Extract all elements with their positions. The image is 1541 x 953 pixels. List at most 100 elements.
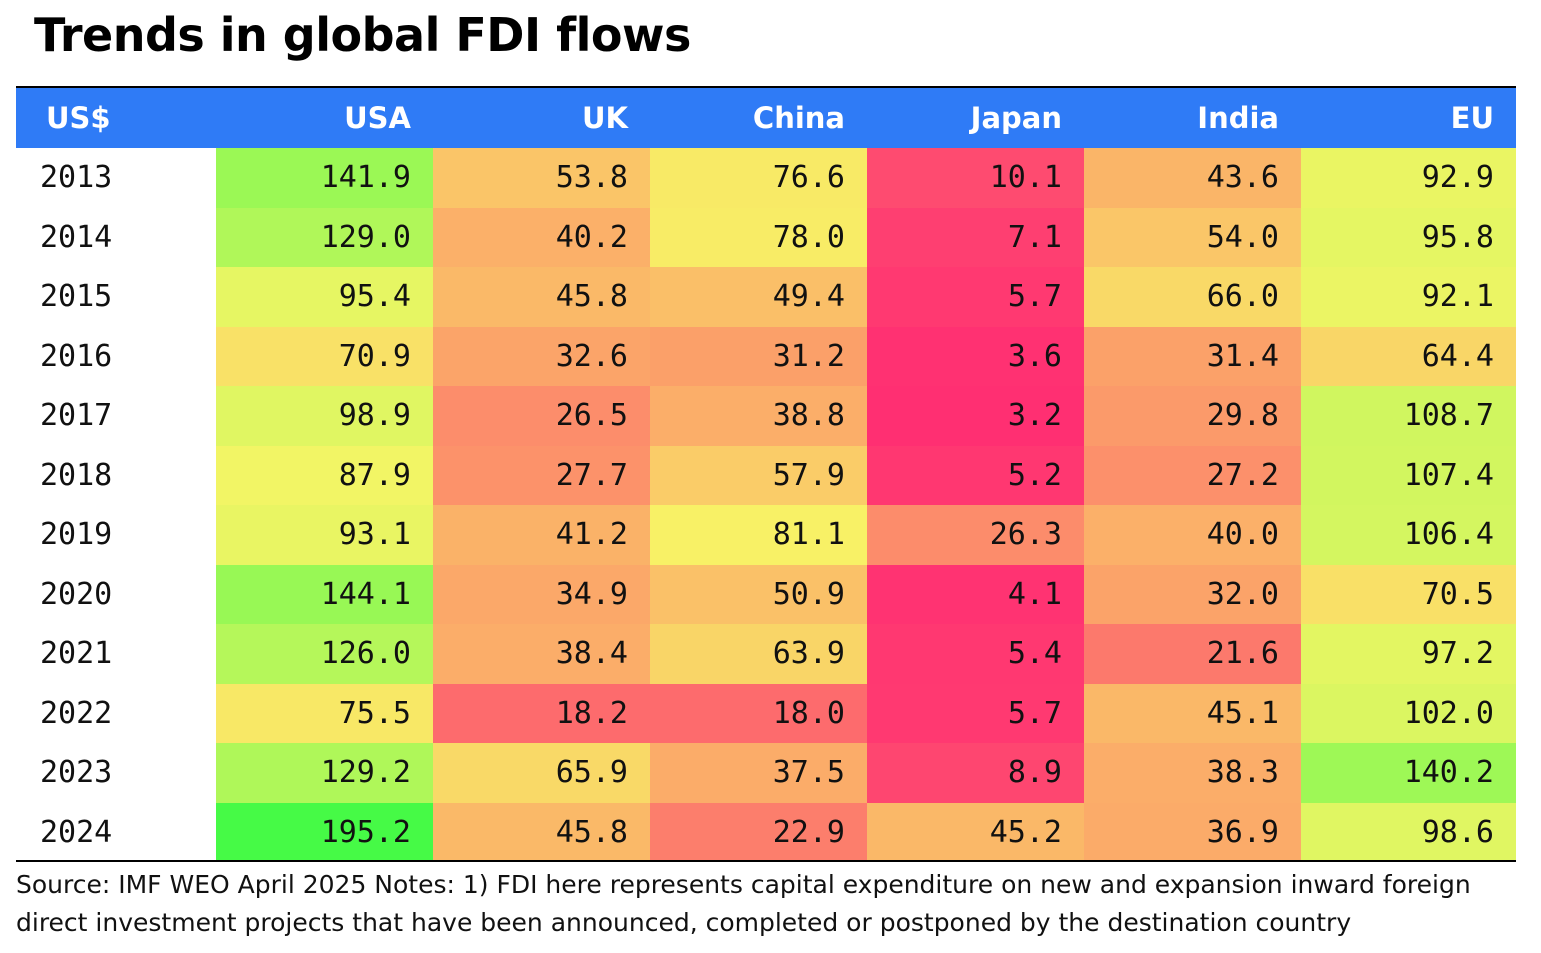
- heat-cell-japan: 5.7: [867, 267, 1084, 327]
- heat-cell-india: 54.0: [1084, 207, 1301, 267]
- row-year-label: 2021: [16, 624, 216, 684]
- heat-cell-eu: 64.4: [1301, 326, 1516, 386]
- row-year-label: 2022: [16, 683, 216, 743]
- heat-cell-china: 50.9: [650, 564, 867, 624]
- heat-cell-uk: 45.8: [433, 267, 650, 327]
- heat-cell-china: 38.8: [650, 386, 867, 446]
- table-body: 2013 141.9 53.8 76.6 10.1 43.6 92.9 2014 129.0 40…: [16, 148, 1516, 862]
- top-rule: [16, 86, 1516, 88]
- header-corner-label: US$: [16, 88, 216, 148]
- heat-cell-uk: 27.7: [433, 445, 650, 505]
- heat-cell-uk: 34.9: [433, 564, 650, 624]
- heat-cell-eu: 97.2: [1301, 624, 1516, 684]
- heat-cell-china: 76.6: [650, 148, 867, 208]
- heat-cell-india: 38.3: [1084, 743, 1301, 803]
- heat-cell-japan: 5.2: [867, 445, 1084, 505]
- heat-cell-uk: 53.8: [433, 148, 650, 208]
- heat-cell-india: 45.1: [1084, 683, 1301, 743]
- heat-cell-china: 49.4: [650, 267, 867, 327]
- row-year-label: 2024: [16, 802, 216, 862]
- heat-cell-china: 31.2: [650, 326, 867, 386]
- heat-cell-japan: 5.7: [867, 683, 1084, 743]
- heat-cell-china: 22.9: [650, 802, 867, 862]
- heat-cell-eu: 107.4: [1301, 445, 1516, 505]
- heat-cell-eu: 102.0: [1301, 683, 1516, 743]
- heat-cell-uk: 45.8: [433, 802, 650, 862]
- row-year-label: 2016: [16, 326, 216, 386]
- header-china: China: [650, 88, 867, 148]
- heat-cell-eu: 106.4: [1301, 505, 1516, 565]
- heat-cell-india: 29.8: [1084, 386, 1301, 446]
- table-row: 2017 98.9 26.5 38.8 3.2 29.8 108.7: [16, 386, 1516, 446]
- row-year-label: 2015: [16, 267, 216, 327]
- table-header-row: US$ USA UK China Japan India EU: [16, 88, 1516, 148]
- heat-cell-eu: 108.7: [1301, 386, 1516, 446]
- source-note: Source: IMF WEO April 2025 Notes: 1) FDI…: [16, 870, 1471, 937]
- heat-cell-usa: 129.0: [216, 207, 433, 267]
- heat-cell-usa: 75.5: [216, 683, 433, 743]
- heat-cell-china: 37.5: [650, 743, 867, 803]
- heat-cell-india: 36.9: [1084, 802, 1301, 862]
- header-india: India: [1084, 88, 1301, 148]
- row-year-label: 2020: [16, 564, 216, 624]
- heat-cell-china: 63.9: [650, 624, 867, 684]
- heat-cell-japan: 10.1: [867, 148, 1084, 208]
- table-row: 2020 144.1 34.9 50.9 4.1 32.0 70.5: [16, 564, 1516, 624]
- table-row: 2016 70.9 32.6 31.2 3.6 31.4 64.4: [16, 326, 1516, 386]
- heat-cell-uk: 18.2: [433, 683, 650, 743]
- table-row: 2015 95.4 45.8 49.4 5.7 66.0 92.1: [16, 267, 1516, 327]
- heat-cell-usa: 129.2: [216, 743, 433, 803]
- heat-cell-usa: 126.0: [216, 624, 433, 684]
- heat-cell-india: 21.6: [1084, 624, 1301, 684]
- row-year-label: 2019: [16, 505, 216, 565]
- table-row: 2023 129.2 65.9 37.5 8.9 38.3 140.2: [16, 743, 1516, 803]
- heat-cell-japan: 5.4: [867, 624, 1084, 684]
- heat-cell-usa: 144.1: [216, 564, 433, 624]
- heat-cell-india: 43.6: [1084, 148, 1301, 208]
- header-japan: Japan: [867, 88, 1084, 148]
- heat-cell-japan: 7.1: [867, 207, 1084, 267]
- heat-cell-uk: 26.5: [433, 386, 650, 446]
- row-year-label: 2017: [16, 386, 216, 446]
- heat-cell-eu: 98.6: [1301, 802, 1516, 862]
- heat-cell-uk: 40.2: [433, 207, 650, 267]
- heat-cell-japan: 3.6: [867, 326, 1084, 386]
- table-row: 2013 141.9 53.8 76.6 10.1 43.6 92.9: [16, 148, 1516, 208]
- heat-cell-usa: 70.9: [216, 326, 433, 386]
- heat-cell-usa: 141.9: [216, 148, 433, 208]
- heat-cell-china: 18.0: [650, 683, 867, 743]
- heat-cell-eu: 70.5: [1301, 564, 1516, 624]
- heat-cell-japan: 3.2: [867, 386, 1084, 446]
- heat-cell-usa: 87.9: [216, 445, 433, 505]
- header-eu: EU: [1301, 88, 1516, 148]
- header-usa: USA: [216, 88, 433, 148]
- heat-cell-uk: 65.9: [433, 743, 650, 803]
- table-row: 2024 195.2 45.8 22.9 45.2 36.9 98.6: [16, 802, 1516, 862]
- row-year-label: 2014: [16, 207, 216, 267]
- heat-cell-usa: 95.4: [216, 267, 433, 327]
- table-row: 2022 75.5 18.2 18.0 5.7 45.1 102.0: [16, 683, 1516, 743]
- table-row: 2019 93.1 41.2 81.1 26.3 40.0 106.4: [16, 505, 1516, 565]
- heat-cell-japan: 26.3: [867, 505, 1084, 565]
- heat-cell-india: 31.4: [1084, 326, 1301, 386]
- bottom-rule: [16, 860, 1516, 862]
- heat-cell-usa: 98.9: [216, 386, 433, 446]
- table-row: 2021 126.0 38.4 63.9 5.4 21.6 97.2: [16, 624, 1516, 684]
- heat-cell-eu: 92.9: [1301, 148, 1516, 208]
- heat-cell-india: 27.2: [1084, 445, 1301, 505]
- heat-cell-india: 32.0: [1084, 564, 1301, 624]
- heat-cell-india: 66.0: [1084, 267, 1301, 327]
- heat-cell-uk: 38.4: [433, 624, 650, 684]
- table-row: 2014 129.0 40.2 78.0 7.1 54.0 95.8: [16, 207, 1516, 267]
- fdi-heatmap-table: US$ USA UK China Japan India EU 2013 141.…: [16, 88, 1516, 862]
- heat-cell-japan: 8.9: [867, 743, 1084, 803]
- chart-title: Trends in global FDI flows: [34, 8, 691, 62]
- heat-cell-china: 57.9: [650, 445, 867, 505]
- header-uk: UK: [433, 88, 650, 148]
- heat-cell-usa: 93.1: [216, 505, 433, 565]
- heat-cell-india: 40.0: [1084, 505, 1301, 565]
- row-year-label: 2023: [16, 743, 216, 803]
- row-year-label: 2013: [16, 148, 216, 208]
- heat-cell-eu: 95.8: [1301, 207, 1516, 267]
- heat-cell-china: 78.0: [650, 207, 867, 267]
